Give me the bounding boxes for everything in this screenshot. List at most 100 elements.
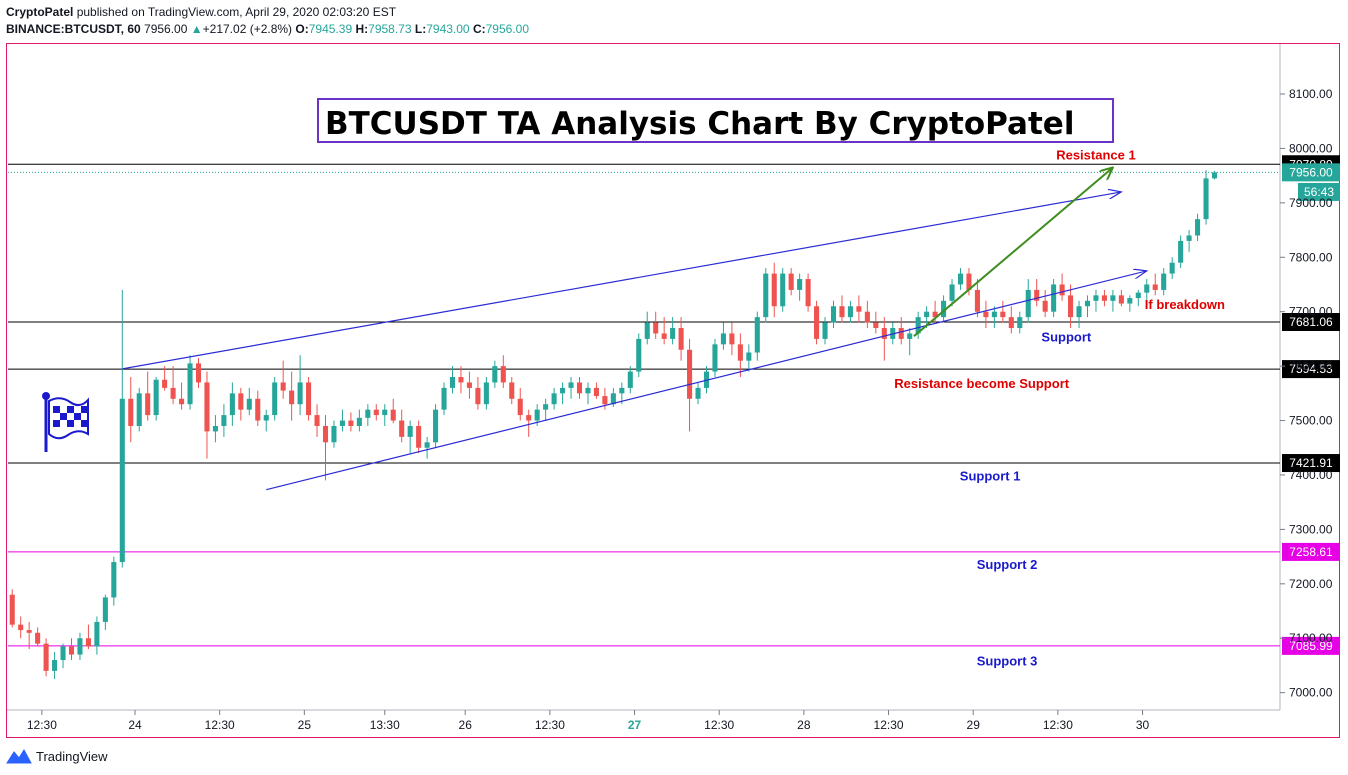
candle-body bbox=[170, 387, 176, 399]
annotation-label: If breakdown bbox=[1145, 297, 1225, 312]
x-tick-label: 28 bbox=[797, 718, 811, 732]
published-text: published on TradingView.com, April 29, … bbox=[76, 5, 397, 19]
candle-body bbox=[788, 273, 794, 290]
candle-body bbox=[915, 317, 921, 334]
candle-body bbox=[957, 273, 964, 285]
candle-body bbox=[111, 562, 117, 598]
candle-body bbox=[746, 352, 752, 361]
candle-body bbox=[441, 387, 447, 410]
candle-body bbox=[348, 420, 354, 426]
annotation-label: Support 3 bbox=[977, 653, 1038, 668]
candle-body bbox=[797, 279, 803, 290]
candle-body bbox=[9, 594, 15, 625]
candle-body bbox=[331, 425, 337, 443]
candle-body bbox=[314, 415, 320, 426]
candle-body bbox=[492, 366, 498, 383]
candle-body bbox=[1000, 311, 1006, 318]
time-axis[interactable]: 12:30 24 12:30 25 13:30 26 12:30 27 12:30 28 12:30… bbox=[27, 710, 1150, 732]
publish-info: CryptoPatel published on TradingView.com… bbox=[6, 5, 396, 19]
candle-body bbox=[830, 306, 837, 323]
y-tick-label: 7000.00 bbox=[1289, 686, 1333, 700]
candle-body bbox=[517, 398, 523, 416]
candle-body bbox=[356, 417, 362, 426]
candle-body bbox=[720, 333, 726, 345]
candle-body bbox=[221, 415, 227, 426]
channel-line[interactable] bbox=[122, 192, 1121, 370]
level-price-label: 7594.53 bbox=[1289, 362, 1333, 376]
price-axis[interactable]: 7000.00 7100.00 7200.00 7300.00 7400.00 7500.… bbox=[1280, 87, 1333, 700]
candle-body bbox=[136, 393, 142, 426]
candle-body bbox=[416, 425, 422, 448]
candle-body bbox=[128, 398, 134, 426]
candle-body bbox=[983, 311, 989, 318]
candle-body bbox=[881, 328, 887, 339]
y-tick-label: 7100.00 bbox=[1289, 631, 1333, 645]
chart-title: BTCUSDT TA Analysis Chart By CryptoPatel bbox=[325, 106, 1074, 142]
candle-body bbox=[610, 393, 616, 405]
chart-frame bbox=[6, 43, 1340, 738]
publisher-name[interactable]: CryptoPatel bbox=[6, 5, 74, 19]
annotation-label: Support 1 bbox=[960, 468, 1021, 483]
close-value: 7956.00 bbox=[485, 22, 530, 36]
x-tick-label: 25 bbox=[298, 718, 312, 732]
candle-body bbox=[52, 660, 58, 671]
x-tick-label: 27 bbox=[628, 718, 642, 732]
candle-body bbox=[1084, 300, 1091, 307]
candle-body bbox=[754, 317, 760, 353]
candle-body bbox=[941, 300, 947, 318]
candle-body bbox=[475, 387, 481, 405]
footer: TradingView bbox=[6, 748, 108, 764]
x-tick-label: 29 bbox=[967, 718, 981, 732]
candle-body bbox=[272, 382, 278, 416]
candle-body bbox=[585, 387, 591, 394]
candle-body bbox=[560, 387, 566, 394]
candle-body bbox=[179, 398, 185, 405]
candle-body bbox=[949, 284, 955, 301]
candle-body bbox=[246, 398, 252, 410]
title-box: BTCUSDT TA Analysis Chart By CryptoPatel bbox=[317, 98, 1114, 143]
candle-body bbox=[1017, 317, 1023, 329]
candle-body bbox=[593, 387, 599, 397]
y-tick-label: 7900.00 bbox=[1289, 196, 1333, 210]
x-tick-label: 13:30 bbox=[370, 718, 400, 732]
tradingview-brand[interactable]: TradingView bbox=[36, 748, 108, 764]
x-tick-label: 26 bbox=[459, 718, 473, 732]
horizontal-levels[interactable]: 7970.897956.007681.067594.537421.917258.… bbox=[8, 155, 1340, 655]
x-tick-label: 12:30 bbox=[1043, 718, 1073, 732]
y-tick-label: 7400.00 bbox=[1289, 468, 1333, 482]
candle-body bbox=[424, 442, 430, 448]
candle-body bbox=[526, 415, 532, 421]
breakout-arrow[interactable] bbox=[913, 167, 1113, 337]
candle-body bbox=[458, 377, 464, 383]
annotation-label: Resistance 1 bbox=[1056, 147, 1136, 162]
candle-body bbox=[373, 409, 379, 416]
candle-body bbox=[602, 396, 608, 405]
candle-body bbox=[212, 425, 218, 432]
low-value: 7943.00 bbox=[426, 22, 470, 36]
candle-body bbox=[390, 409, 396, 421]
candle-body bbox=[771, 273, 777, 307]
candle-body bbox=[898, 328, 904, 339]
candle-body bbox=[94, 621, 100, 647]
candle-body bbox=[1161, 273, 1167, 290]
candle-body bbox=[18, 624, 24, 631]
candle-body bbox=[229, 393, 235, 416]
x-tick-label: 12:30 bbox=[535, 718, 565, 732]
candle-body bbox=[1178, 240, 1184, 263]
symbol-label: BINANCE:BTCUSDT, 60 bbox=[6, 22, 141, 36]
countdown-tag bbox=[1298, 182, 1340, 201]
low-label: L: bbox=[414, 22, 427, 36]
annotations: Resistance 1 If breakdown Support Resistanc… bbox=[894, 147, 1225, 668]
level-price-label: 7681.06 bbox=[1289, 315, 1333, 329]
trendlines[interactable] bbox=[122, 167, 1147, 491]
candle-body bbox=[1025, 289, 1031, 318]
candle-body bbox=[365, 409, 371, 418]
tradingview-logo-icon bbox=[6, 749, 32, 764]
candle-body bbox=[932, 311, 938, 318]
level-price-tag bbox=[1282, 636, 1340, 655]
candle-body bbox=[187, 363, 193, 405]
candle-body bbox=[991, 311, 997, 318]
candle-body bbox=[483, 382, 489, 405]
channel-line[interactable] bbox=[266, 271, 1147, 491]
